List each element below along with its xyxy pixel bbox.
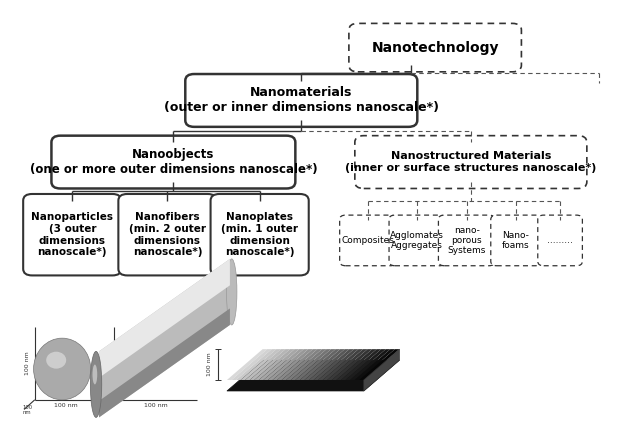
FancyBboxPatch shape	[355, 136, 587, 188]
Text: 100 nm: 100 nm	[24, 351, 29, 375]
Text: Nanoparticles
(3 outer
dimensions
nanoscale*): Nanoparticles (3 outer dimensions nanosc…	[31, 212, 113, 257]
Polygon shape	[336, 349, 377, 380]
Polygon shape	[227, 349, 267, 380]
Text: Nanoplates
(min. 1 outer
dimension
nanoscale*): Nanoplates (min. 1 outer dimension nanos…	[221, 212, 298, 257]
Text: Nanofibers
(min. 2 outer
dimensions
nanoscale*): Nanofibers (min. 2 outer dimensions nano…	[129, 212, 206, 257]
Ellipse shape	[46, 352, 66, 369]
Polygon shape	[99, 259, 230, 417]
Text: 100 nm: 100 nm	[144, 403, 168, 408]
Polygon shape	[277, 349, 318, 380]
Ellipse shape	[226, 259, 237, 325]
Polygon shape	[99, 259, 230, 378]
Text: 100 nm: 100 nm	[207, 353, 212, 377]
Text: Nanomaterials
(outer or inner dimensions nanoscale*): Nanomaterials (outer or inner dimensions…	[164, 86, 439, 114]
Polygon shape	[282, 349, 322, 380]
Polygon shape	[291, 349, 331, 380]
Polygon shape	[350, 349, 391, 380]
FancyBboxPatch shape	[339, 215, 396, 266]
Ellipse shape	[34, 338, 91, 400]
FancyBboxPatch shape	[185, 74, 418, 127]
Polygon shape	[309, 349, 349, 380]
Polygon shape	[272, 349, 312, 380]
Text: 100
nm: 100 nm	[23, 404, 33, 416]
Polygon shape	[322, 349, 363, 380]
Polygon shape	[354, 349, 395, 380]
FancyBboxPatch shape	[538, 215, 582, 266]
Polygon shape	[227, 360, 399, 391]
Text: Agglomates
Aggregates: Agglomates Aggregates	[391, 231, 444, 250]
Polygon shape	[263, 349, 304, 380]
Polygon shape	[346, 349, 386, 380]
Text: Nano-
foams: Nano- foams	[503, 231, 530, 250]
Text: 100 nm: 100 nm	[104, 353, 109, 377]
FancyBboxPatch shape	[491, 215, 541, 266]
Text: Composites: Composites	[341, 236, 394, 245]
Polygon shape	[245, 349, 286, 380]
Polygon shape	[341, 349, 381, 380]
Polygon shape	[300, 349, 340, 380]
Polygon shape	[236, 349, 276, 380]
FancyBboxPatch shape	[349, 23, 521, 72]
FancyBboxPatch shape	[23, 194, 121, 276]
Polygon shape	[314, 349, 354, 380]
Polygon shape	[259, 349, 299, 380]
Polygon shape	[254, 349, 294, 380]
Polygon shape	[231, 349, 272, 380]
Text: nano-
porous
Systems: nano- porous Systems	[448, 225, 486, 255]
Polygon shape	[250, 349, 290, 380]
Polygon shape	[364, 349, 399, 391]
Text: .........: .........	[547, 236, 573, 245]
FancyBboxPatch shape	[51, 136, 296, 188]
Polygon shape	[318, 349, 358, 380]
Text: Nanotechnology: Nanotechnology	[371, 41, 499, 54]
FancyBboxPatch shape	[211, 194, 309, 276]
FancyBboxPatch shape	[118, 194, 216, 276]
Text: Nanoobjects
(one or more outer dimensions nanoscale*): Nanoobjects (one or more outer dimension…	[29, 148, 318, 176]
Ellipse shape	[91, 351, 102, 417]
Text: 100 nm: 100 nm	[54, 403, 78, 408]
Polygon shape	[241, 349, 281, 380]
Polygon shape	[268, 349, 308, 380]
Polygon shape	[296, 349, 336, 380]
Polygon shape	[286, 349, 326, 380]
Ellipse shape	[92, 365, 98, 385]
FancyBboxPatch shape	[438, 215, 495, 266]
Polygon shape	[304, 349, 345, 380]
Polygon shape	[332, 349, 372, 380]
FancyBboxPatch shape	[389, 215, 446, 266]
Polygon shape	[328, 349, 367, 380]
Polygon shape	[359, 349, 399, 380]
Text: Nanostructured Materials
(inner or surface structures nanoscale*): Nanostructured Materials (inner or surfa…	[345, 151, 596, 173]
Polygon shape	[99, 308, 230, 417]
